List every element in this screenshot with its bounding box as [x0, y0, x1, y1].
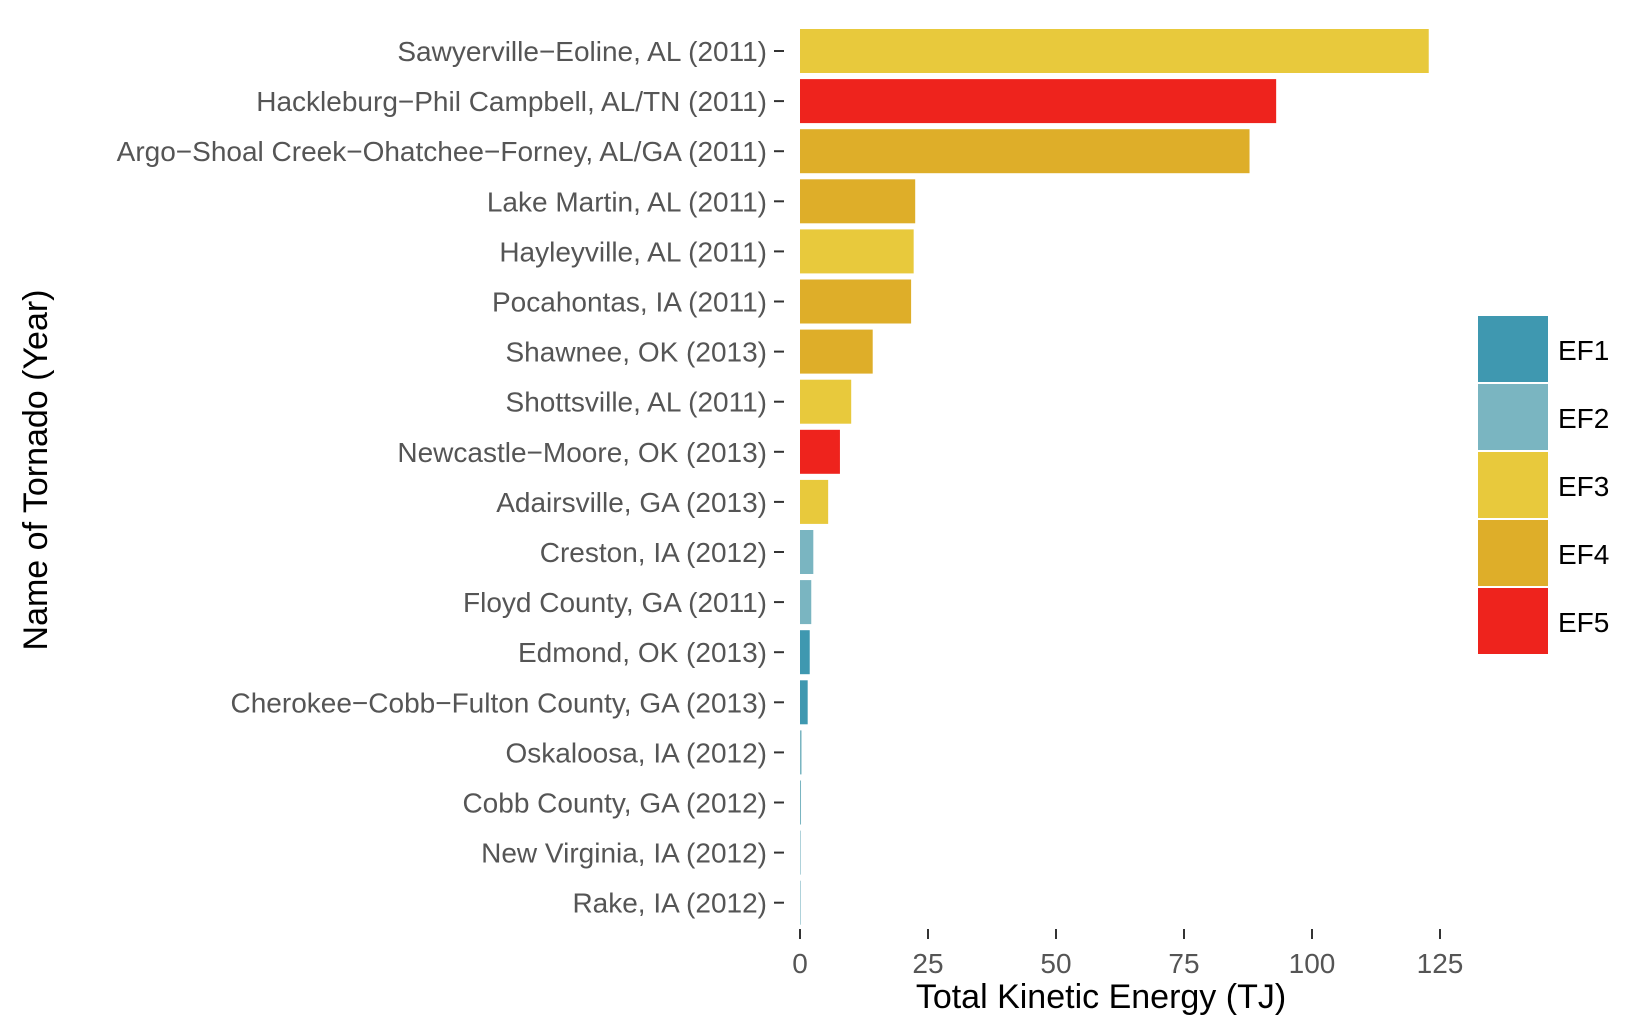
category-label: Adairsville, GA (2013) — [496, 487, 767, 518]
bar — [800, 830, 801, 875]
category-label: Shawnee, OK (2013) — [506, 337, 768, 368]
legend-label: EF1 — [1558, 335, 1609, 366]
category-label: Pocahontas, IA (2011) — [492, 287, 767, 318]
category-label: New Virginia, IA (2012) — [481, 838, 767, 869]
x-tick-label: 75 — [1168, 948, 1199, 979]
category-axis: Sawyerville−Eoline, AL (2011) Hackleburg−… — [117, 36, 784, 919]
bar — [800, 179, 916, 224]
category-label: Cobb County, GA (2012) — [462, 788, 767, 819]
category-label: Cherokee−Cobb−Fulton County, GA (2013) — [231, 687, 767, 718]
legend-swatch — [1478, 384, 1548, 450]
category-label: Hayleyville, AL (2011) — [499, 236, 767, 267]
legend-swatch — [1478, 588, 1548, 654]
bar — [800, 479, 829, 524]
x-tick-label: 50 — [1040, 948, 1071, 979]
x-tick-label: 0 — [792, 948, 808, 979]
category-label: Creston, IA (2012) — [540, 537, 767, 568]
x-tick-label: 100 — [1289, 948, 1336, 979]
category-label: Shottsville, AL (2011) — [506, 387, 767, 418]
bar — [800, 730, 802, 775]
bar — [800, 780, 802, 825]
x-tick-label: 25 — [912, 948, 943, 979]
legend-swatch — [1478, 316, 1548, 382]
bar — [800, 680, 808, 725]
bar — [800, 630, 810, 675]
bar — [800, 129, 1250, 174]
bar — [800, 229, 914, 274]
legend-label: EF3 — [1558, 471, 1609, 502]
value-axis: 0 25 50 75 100 125 — [792, 929, 1463, 979]
category-label: Hackleburg−Phil Campbell, AL/TN (2011) — [256, 86, 767, 117]
legend: EF1 EF2 EF3 EF4 EF5 — [1478, 316, 1609, 654]
category-label: Sawyerville−Eoline, AL (2011) — [397, 36, 767, 67]
category-label: Lake Martin, AL (2011) — [487, 186, 767, 217]
bar — [800, 429, 840, 474]
x-axis-title: Total Kinetic Energy (TJ) — [916, 978, 1286, 1016]
bar — [800, 29, 1429, 73]
x-tick-label: 125 — [1417, 948, 1464, 979]
bar — [800, 379, 852, 424]
bar — [800, 329, 873, 374]
category-label: Oskaloosa, IA (2012) — [506, 737, 767, 768]
category-label: Newcastle−Moore, OK (2013) — [397, 437, 767, 468]
legend-label: EF5 — [1558, 607, 1609, 638]
legend-label: EF4 — [1558, 539, 1609, 570]
bar — [800, 880, 801, 925]
y-axis-title: Name of Tornado (Year) — [17, 290, 55, 651]
category-label: Edmond, OK (2013) — [518, 637, 767, 668]
bar — [800, 79, 1277, 124]
legend-swatch — [1478, 520, 1548, 586]
category-label: Argo−Shoal Creek−Ohatchee−Forney, AL/GA … — [117, 136, 767, 167]
bar — [800, 530, 814, 574]
bar — [800, 580, 812, 625]
bar — [800, 279, 912, 324]
legend-label: EF2 — [1558, 403, 1609, 434]
category-label: Floyd County, GA (2011) — [463, 587, 767, 618]
legend-swatch — [1478, 452, 1548, 518]
bars-layer — [800, 29, 1429, 925]
category-label: Rake, IA (2012) — [572, 888, 767, 919]
